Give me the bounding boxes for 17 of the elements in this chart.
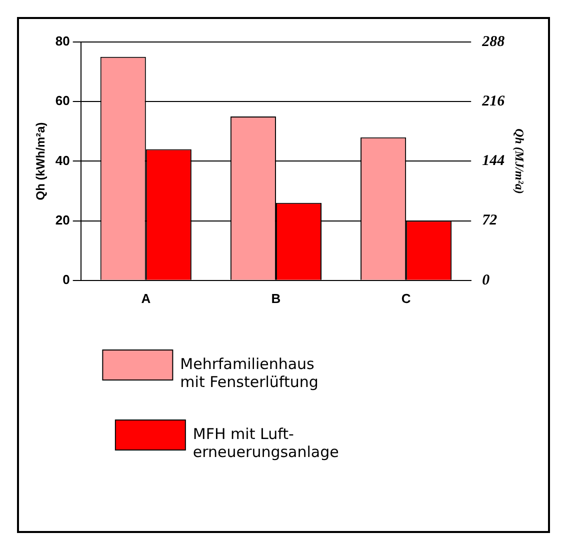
x-tick-label: B bbox=[271, 290, 281, 306]
y-tick-label: 80 bbox=[55, 34, 70, 49]
y2-axis-title: Qh (MJ/m²a) bbox=[512, 128, 527, 194]
x-tick-label: A bbox=[141, 290, 152, 306]
y-tick-label: 20 bbox=[55, 212, 70, 228]
y2-tick-label: 144 bbox=[482, 153, 506, 170]
y-tick-label: 0 bbox=[62, 272, 70, 287]
y2-tick-label: 0 bbox=[482, 272, 490, 288]
y-tick-label: 40 bbox=[55, 152, 70, 168]
y2-tick-label: 216 bbox=[481, 93, 506, 110]
legend-label: MFH mit Luft- erneuerungsanlage bbox=[192, 424, 339, 461]
y2-tick-label: 72 bbox=[482, 212, 498, 229]
y-axis-title: Qh (kWh/m²a) bbox=[34, 122, 48, 200]
x-tick-label: C bbox=[401, 290, 412, 306]
legend-label: Mehrfamilienhaus mit Fensterlüftung bbox=[180, 354, 318, 391]
y2-tick-label: 288 bbox=[481, 34, 506, 50]
y-tick-label: 60 bbox=[55, 93, 70, 108]
